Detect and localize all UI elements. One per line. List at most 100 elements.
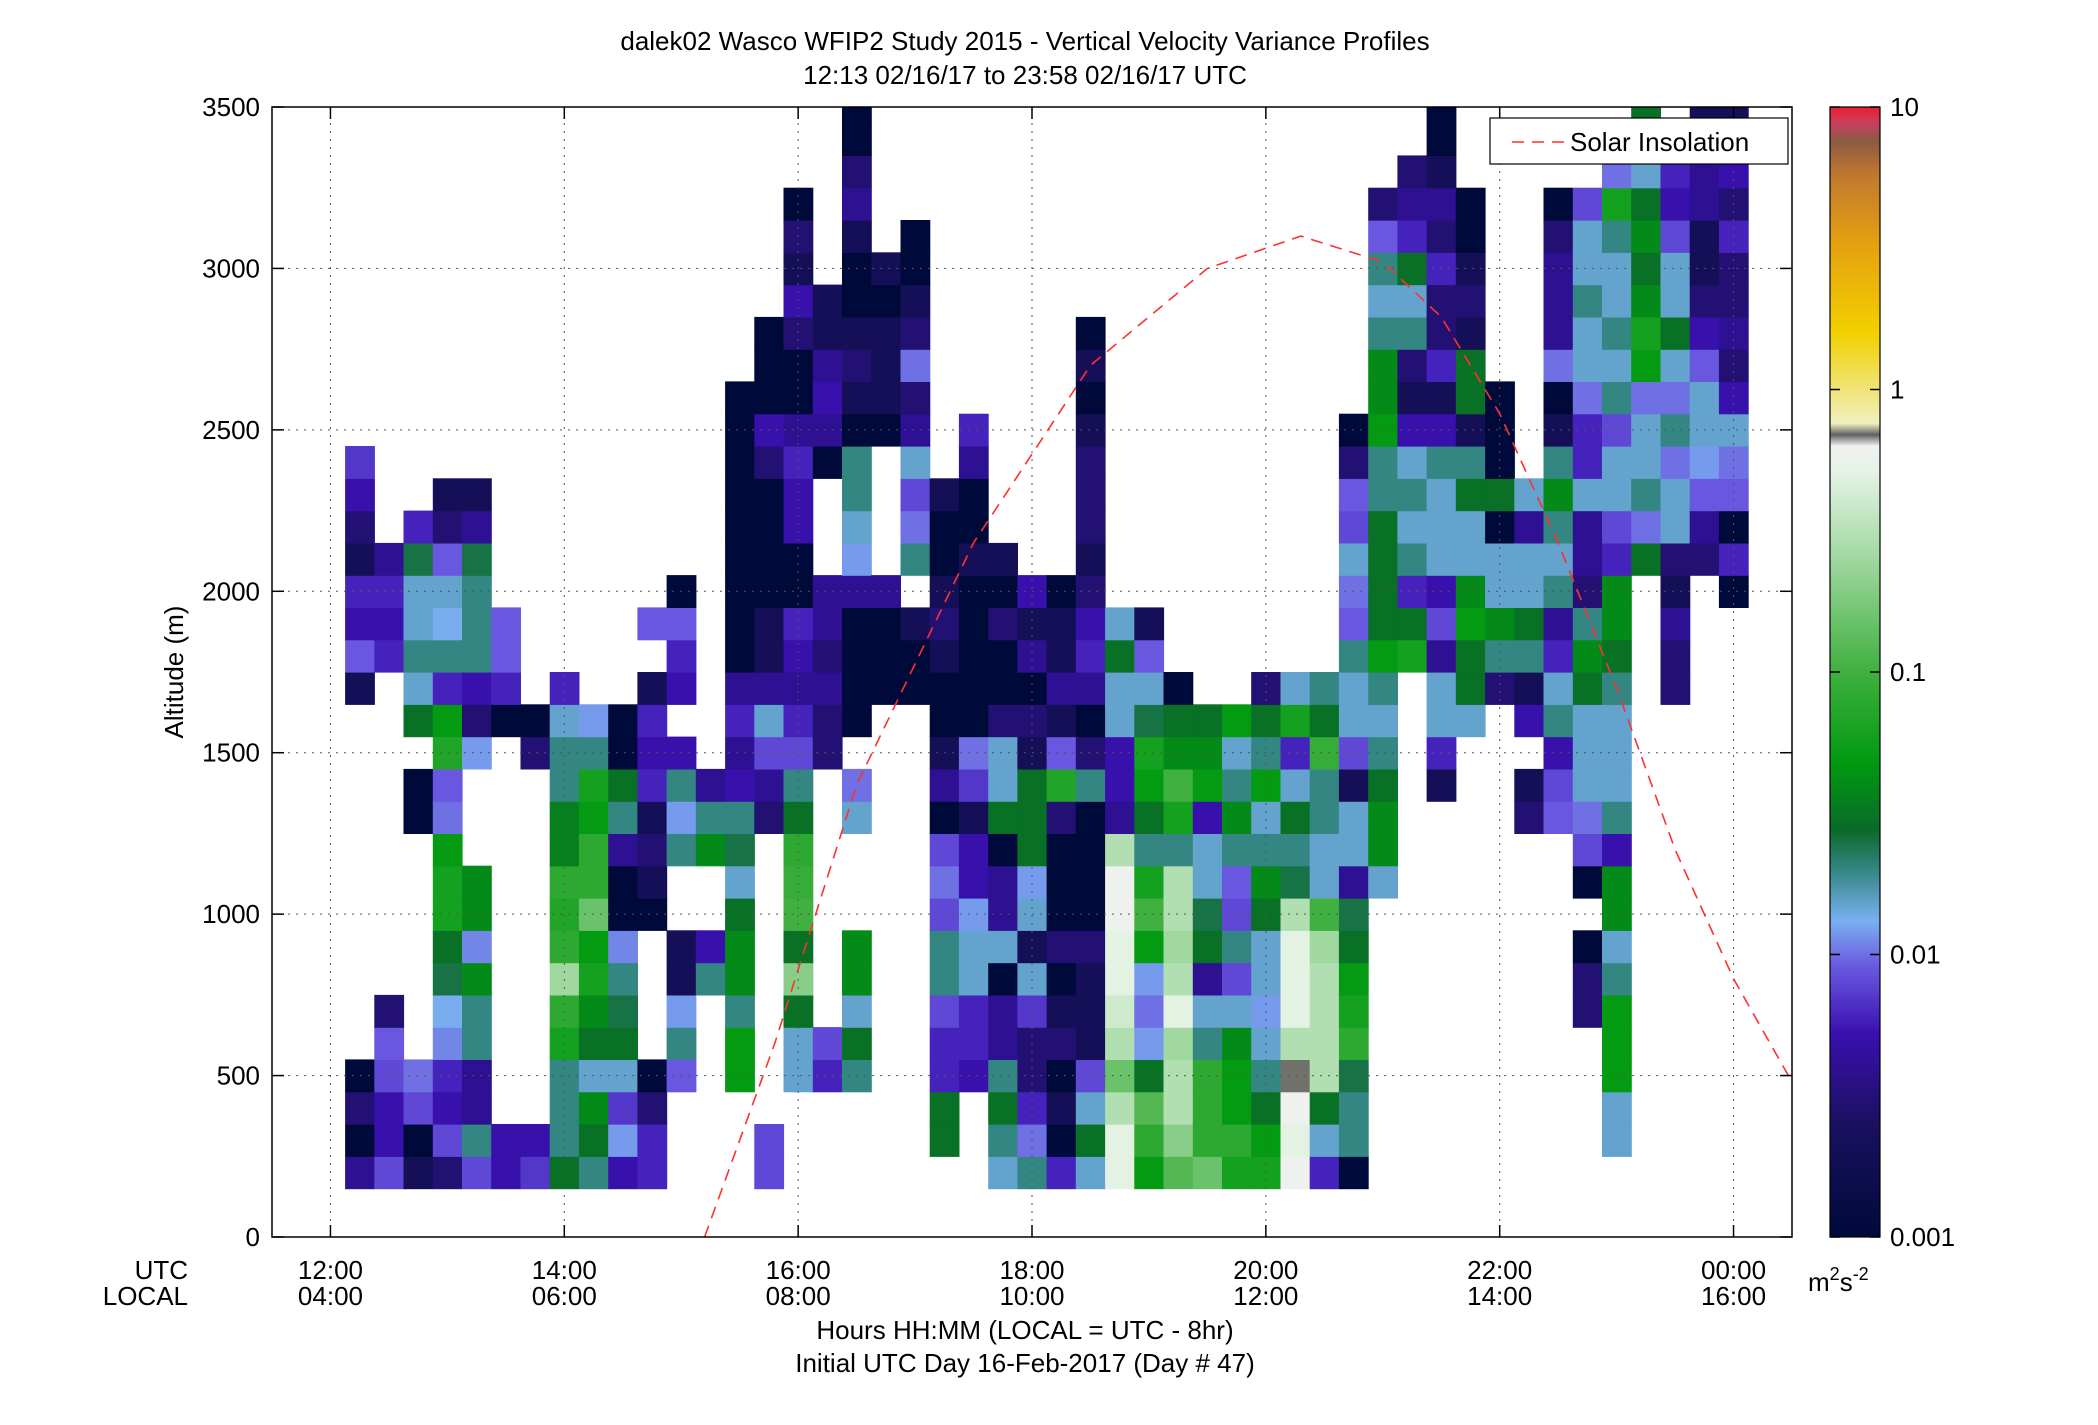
heatmap-cell <box>374 639 405 673</box>
heatmap-cell <box>988 833 1018 867</box>
heatmap-cell <box>462 994 492 1028</box>
heatmap-cell <box>608 865 638 899</box>
heatmap-cell <box>432 1156 463 1190</box>
heatmap-cell <box>1426 446 1457 479</box>
heatmap-cell <box>1338 1091 1369 1125</box>
heatmap-cell <box>1222 1091 1252 1125</box>
y-tick-label: 2000 <box>202 576 260 606</box>
heatmap-cell <box>1251 865 1281 899</box>
heatmap-cell <box>1631 187 1661 221</box>
heatmap-cell <box>1338 833 1369 867</box>
heatmap-cell <box>1134 865 1165 899</box>
heatmap-cell <box>1660 187 1691 221</box>
heatmap-cell <box>1280 801 1311 834</box>
heatmap-cell <box>1280 1091 1311 1125</box>
heatmap-cell <box>725 1027 755 1060</box>
heatmap-cell <box>929 1091 960 1125</box>
y-tick-label: 1500 <box>202 738 260 768</box>
heatmap-cell <box>1251 801 1281 834</box>
heatmap-cell <box>900 672 931 705</box>
heatmap-cell <box>754 542 785 576</box>
heatmap-cell <box>637 607 668 641</box>
heatmap-cell <box>958 801 989 834</box>
heatmap-cell <box>695 833 726 867</box>
heatmap-cell <box>403 575 434 608</box>
heatmap-cell <box>637 898 668 931</box>
heatmap-cell <box>1368 381 1398 415</box>
heatmap-cell <box>1338 542 1369 576</box>
heatmap-cell <box>432 1124 463 1157</box>
heatmap-cell <box>1397 446 1428 479</box>
heatmap-cell <box>1455 187 1486 221</box>
heatmap-cell <box>1368 316 1398 350</box>
heatmap-cell <box>958 446 989 479</box>
heatmap-cell <box>725 639 755 673</box>
heatmap-cell <box>1338 1124 1369 1157</box>
tick-marks <box>272 106 1792 1238</box>
heatmap-cell <box>783 381 814 415</box>
heatmap-cell <box>1192 1027 1223 1060</box>
heatmap-cell <box>1397 187 1428 221</box>
heatmap-cell <box>929 672 960 705</box>
heatmap-cell <box>345 639 375 673</box>
heatmap-cell <box>754 768 785 802</box>
heatmap-cell <box>1192 768 1223 802</box>
heatmap-cell <box>637 1124 668 1157</box>
heatmap-cell <box>637 833 668 867</box>
x-tick-label-local: 10:00 <box>999 1281 1064 1311</box>
heatmap-cell <box>1426 187 1457 221</box>
heatmap-cell <box>1309 833 1340 867</box>
heatmap-cell <box>1572 768 1603 802</box>
heatmap-cell <box>578 1091 609 1125</box>
heatmap-cell <box>1105 672 1135 705</box>
heatmap-cell <box>725 413 755 447</box>
heatmap-cell <box>871 607 901 641</box>
heatmap-cell <box>1192 801 1223 834</box>
heatmap-cell <box>1631 349 1661 382</box>
heatmap-cell <box>1163 1027 1194 1060</box>
heatmap-cell <box>1338 704 1369 738</box>
heatmap-cell <box>1455 349 1486 382</box>
heatmap-cell <box>812 381 843 415</box>
heatmap-cell <box>462 865 492 899</box>
heatmap-cell <box>929 704 960 738</box>
heatmap-cell <box>1075 801 1106 834</box>
heatmap-cell <box>1134 1027 1165 1060</box>
heatmap-cell <box>1543 478 1574 512</box>
heatmap-cell <box>1602 316 1632 350</box>
heatmap-cell <box>432 768 463 802</box>
heatmap-cell <box>1309 1027 1340 1060</box>
heatmap-cell <box>578 1027 609 1060</box>
heatmap-cell <box>958 639 989 673</box>
heatmap-cell <box>1338 639 1369 673</box>
heatmap-cell <box>1455 478 1486 512</box>
heatmap-cell <box>1075 446 1106 479</box>
heatmap-cell <box>1426 542 1457 576</box>
heatmap-cell <box>1426 510 1457 544</box>
heatmap-cell <box>374 1027 405 1060</box>
heatmap-cell <box>1514 704 1545 738</box>
heatmap-cell <box>988 607 1018 641</box>
y-tick-label: 3000 <box>202 253 260 283</box>
heatmap-cell <box>1397 542 1428 576</box>
heatmap-cell <box>1134 1124 1165 1157</box>
x-tick-label-local: 08:00 <box>766 1281 831 1311</box>
heatmap-cell <box>1192 704 1223 738</box>
heatmap-cell <box>1514 607 1545 641</box>
x-tick-label-utc: 16:00 <box>766 1255 831 1285</box>
heatmap-cell <box>1426 316 1457 350</box>
heatmap-cell <box>1192 962 1223 996</box>
heatmap-cell <box>345 672 375 705</box>
heatmap-cell <box>1338 672 1369 705</box>
heatmap-cell <box>1602 801 1632 834</box>
heatmap-cell <box>812 639 843 673</box>
heatmap-cell <box>842 349 872 382</box>
heatmap-cell <box>1602 607 1632 641</box>
x-tick-labels: 12:0004:0014:0006:0016:0008:0018:0010:00… <box>298 1255 1766 1311</box>
heatmap-cell <box>491 607 521 641</box>
heatmap-cell <box>958 1059 989 1093</box>
heatmap-cell <box>1455 316 1486 350</box>
heatmap-cell <box>1397 478 1428 512</box>
heatmap-cell <box>1572 930 1603 964</box>
heatmap-cell <box>900 478 931 512</box>
